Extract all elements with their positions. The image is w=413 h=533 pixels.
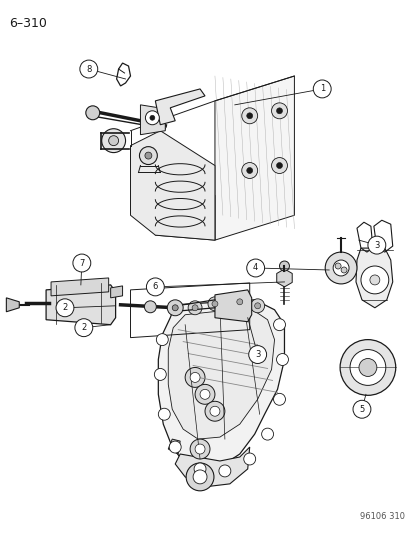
Circle shape [358,359,376,376]
Circle shape [248,345,266,364]
Circle shape [211,301,217,307]
Polygon shape [276,269,292,287]
Circle shape [352,400,370,418]
Circle shape [340,267,346,273]
Text: 6–310: 6–310 [9,17,47,30]
Circle shape [246,259,264,277]
Circle shape [241,108,257,124]
Polygon shape [6,298,19,312]
Circle shape [167,300,183,316]
Circle shape [204,401,224,421]
Circle shape [190,439,209,459]
Circle shape [154,368,166,381]
Circle shape [73,254,90,272]
Circle shape [254,303,260,309]
Circle shape [276,108,282,114]
Circle shape [207,297,221,311]
Circle shape [335,263,340,269]
Polygon shape [158,300,284,471]
Circle shape [156,334,168,345]
Circle shape [75,319,93,337]
Circle shape [188,301,202,315]
Circle shape [190,373,199,382]
Circle shape [243,453,255,465]
Circle shape [139,147,157,165]
Circle shape [367,236,385,254]
Text: 8: 8 [86,64,91,74]
Polygon shape [110,286,122,298]
Circle shape [241,163,257,179]
Circle shape [325,252,356,284]
Circle shape [56,299,74,317]
Circle shape [146,278,164,296]
Polygon shape [51,278,108,296]
Text: 4: 4 [252,263,258,272]
Circle shape [349,350,385,385]
Circle shape [102,129,125,152]
Circle shape [236,299,242,305]
Circle shape [192,470,206,484]
Circle shape [108,136,118,146]
Circle shape [158,408,170,420]
Circle shape [186,463,214,491]
Circle shape [218,465,230,477]
Text: 3: 3 [254,350,260,359]
Text: 5: 5 [358,405,364,414]
Circle shape [276,163,282,168]
Circle shape [273,319,285,330]
Polygon shape [130,131,214,240]
Circle shape [150,115,154,120]
Text: 7: 7 [79,259,84,268]
Polygon shape [355,248,392,308]
Circle shape [271,103,287,119]
Text: 3: 3 [373,240,379,249]
Circle shape [172,305,178,311]
Circle shape [279,261,289,271]
Circle shape [85,106,100,120]
Text: 2: 2 [81,323,86,332]
Polygon shape [46,285,115,325]
Polygon shape [175,447,249,487]
Circle shape [246,113,252,119]
Circle shape [276,353,288,366]
Circle shape [209,406,219,416]
Circle shape [145,152,152,159]
Circle shape [360,266,388,294]
Circle shape [80,60,97,78]
Circle shape [195,384,214,404]
Polygon shape [140,105,165,135]
Polygon shape [168,308,274,439]
Polygon shape [214,290,251,322]
Circle shape [273,393,285,405]
Circle shape [339,340,395,395]
Circle shape [195,444,204,454]
Circle shape [250,299,264,313]
Circle shape [271,158,287,173]
Circle shape [199,389,209,399]
Text: 1: 1 [319,84,324,93]
Text: 96106 310: 96106 310 [359,512,404,521]
Circle shape [261,428,273,440]
Circle shape [169,441,181,453]
Circle shape [332,260,348,276]
Polygon shape [155,89,204,125]
Text: 2: 2 [62,303,67,312]
Polygon shape [168,439,180,454]
Circle shape [232,295,246,309]
Circle shape [369,275,379,285]
Circle shape [144,301,156,313]
Text: 6: 6 [152,282,158,292]
Circle shape [192,305,197,311]
Circle shape [194,463,206,475]
Circle shape [246,167,252,173]
Polygon shape [155,196,214,240]
Circle shape [145,111,159,125]
Circle shape [185,367,204,387]
Polygon shape [214,76,294,240]
Circle shape [313,80,330,98]
